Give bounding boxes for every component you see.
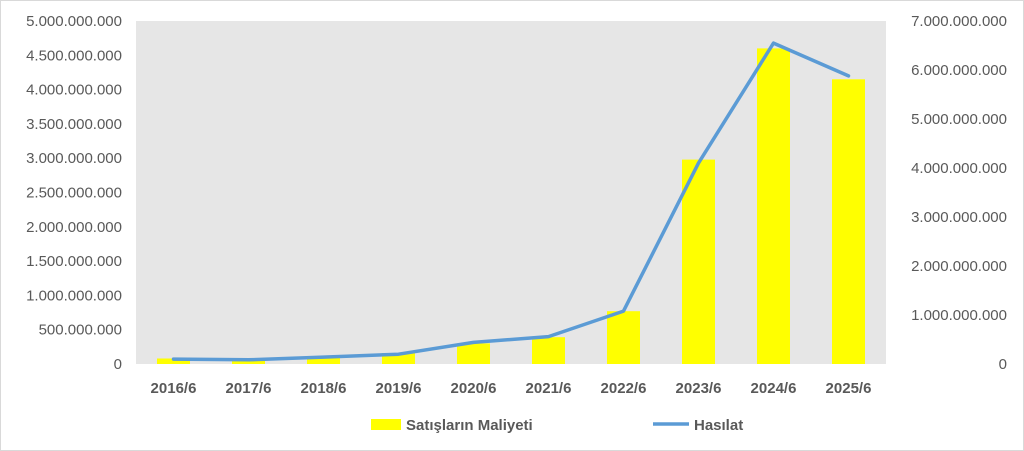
- right-tick-label: 5.000.000.000: [911, 111, 1007, 128]
- category-axis: 2016/6 2017/6 2018/6 2019/6 2020/6 2021/6 2022…: [151, 380, 872, 397]
- left-tick-label: 5.000.000.000: [26, 13, 122, 30]
- line-series: [171, 41, 851, 362]
- category-label: 2024/6: [751, 380, 797, 397]
- category-label: 2016/6: [151, 380, 197, 397]
- right-tick-label: 2.000.000.000: [911, 258, 1007, 275]
- bar-2019/6: [382, 353, 415, 364]
- left-tick-label: 0: [114, 356, 122, 373]
- category-label: 2019/6: [376, 380, 422, 397]
- bar-2024/6: [757, 48, 790, 365]
- right-tick-label: 6.000.000.000: [911, 62, 1007, 79]
- right-tick-label: 1.000.000.000: [911, 307, 1007, 324]
- bar-2021/6: [532, 337, 565, 364]
- legend: Satışların Maliyeti Hasılat: [371, 417, 743, 434]
- bar-2022/6: [607, 311, 640, 364]
- left-tick-label: 2.500.000.000: [26, 185, 122, 202]
- left-tick-label: 1.000.000.000: [26, 287, 122, 304]
- category-label: 2018/6: [301, 380, 347, 397]
- right-tick-label: 0: [999, 356, 1007, 373]
- right-tick-label: 3.000.000.000: [911, 209, 1007, 226]
- category-label: 2023/6: [676, 380, 722, 397]
- left-axis: 0 500.000.000 1.000.000.000 1.500.000.000 2.…: [26, 13, 122, 373]
- left-tick-label: 3.000.000.000: [26, 150, 122, 167]
- left-tick-label: 1.500.000.000: [26, 253, 122, 270]
- left-tick-label: 500.000.000: [39, 322, 122, 339]
- legend-swatch-bar: [371, 419, 401, 430]
- bar-series: [157, 48, 865, 365]
- category-label: 2020/6: [451, 380, 497, 397]
- bar-2023/6: [682, 159, 715, 364]
- bar-2018/6: [307, 357, 340, 364]
- bar-2025/6: [832, 79, 865, 365]
- legend-label-bar: Satışların Maliyeti: [406, 417, 533, 434]
- legend-label-line: Hasılat: [694, 417, 743, 434]
- right-tick-label: 7.000.000.000: [911, 13, 1007, 30]
- right-axis: 0 1.000.000.000 2.000.000.000 3.000.000.000…: [911, 13, 1007, 373]
- category-label: 2025/6: [826, 380, 872, 397]
- category-label: 2021/6: [526, 380, 572, 397]
- left-tick-label: 4.000.000.000: [26, 82, 122, 99]
- left-tick-label: 2.000.000.000: [26, 219, 122, 236]
- bar-2020/6: [457, 343, 490, 364]
- left-tick-label: 4.500.000.000: [26, 47, 122, 64]
- right-tick-label: 4.000.000.000: [911, 160, 1007, 177]
- left-tick-label: 3.500.000.000: [26, 116, 122, 133]
- category-label: 2022/6: [601, 380, 647, 397]
- bar-2016/6: [157, 358, 190, 364]
- bar-2017/6: [232, 359, 265, 364]
- category-label: 2017/6: [226, 380, 272, 397]
- line-hasilat: [171, 41, 851, 362]
